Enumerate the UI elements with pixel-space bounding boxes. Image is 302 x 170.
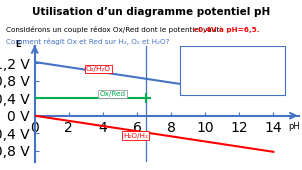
Text: H₂O/H₂: H₂O/H₂ (124, 132, 148, 139)
Text: pH: pH (288, 122, 300, 131)
Text: Comment réagit Ox et Red sur H₂, O₂ et H₂O?: Comment réagit Ox et Red sur H₂, O₂ et H… (6, 38, 169, 45)
Text: Ox/Red: Ox/Red (100, 91, 126, 97)
Text: E: E (15, 40, 21, 49)
Text: +0,4V à pH=6,5.: +0,4V à pH=6,5. (192, 26, 259, 33)
Text: Considérons un couple rédox Ox/Red dont le potentiel vaut: Considérons un couple rédox Ox/Red dont … (6, 26, 219, 33)
Text: Utilisation d’un diagramme potentiel pH: Utilisation d’un diagramme potentiel pH (32, 7, 270, 17)
Text: O₂/H₂O: O₂/H₂O (86, 66, 111, 72)
FancyBboxPatch shape (180, 46, 285, 95)
